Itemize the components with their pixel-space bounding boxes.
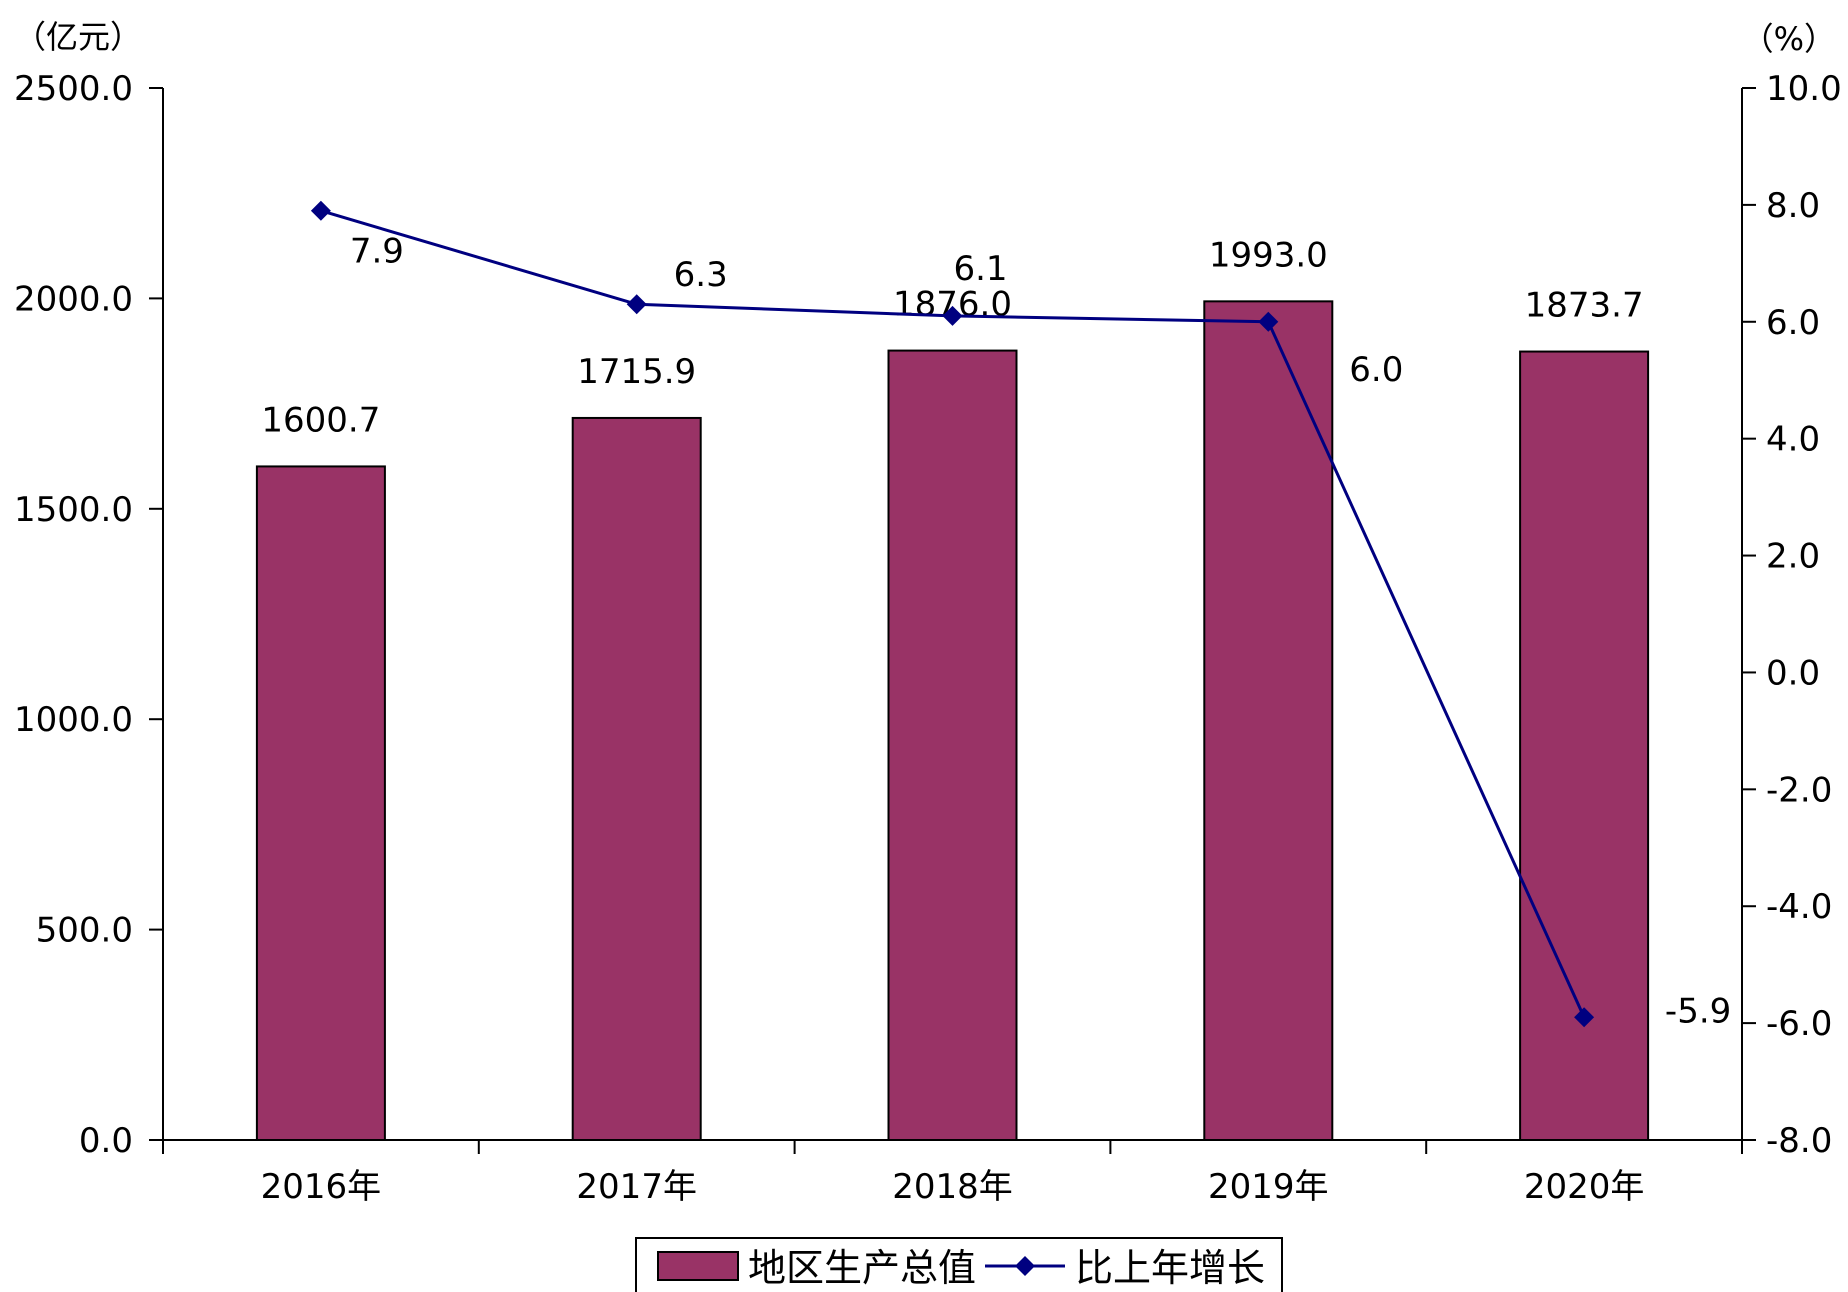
- left-axis-tick-label: 500.0: [36, 911, 133, 951]
- line-data-label: 7.9: [350, 232, 404, 272]
- chart-axes: 0.0 500.0 1000.0 1500.0 2000.0 2500.0 -8.0 -6.0…: [14, 18, 1842, 1207]
- line-data-labels: 7.9 6.3 6.1 6.0 -5.9: [350, 232, 1731, 1032]
- bar-data-label: 1715.9: [577, 352, 696, 392]
- bar: [571, 416, 702, 1141]
- line-marker: [942, 305, 963, 326]
- line-data-label: 6.1: [953, 249, 1007, 289]
- line-marker: [310, 200, 331, 221]
- left-axis-tick-label: 0.0: [79, 1121, 133, 1161]
- right-axis-unit-label: （%）: [1742, 20, 1836, 58]
- legend: 地区生产总值 比上年增长: [635, 1237, 1283, 1292]
- bar: [1203, 300, 1334, 1142]
- legend-label-bar: 地区生产总值: [748, 1246, 976, 1290]
- left-axis-tick-label: 2000.0: [14, 279, 133, 319]
- x-axis-tick-label: 2017年: [576, 1167, 697, 1207]
- line-marker: [1574, 1007, 1595, 1028]
- line-data-label: 6.0: [1349, 350, 1403, 390]
- right-axis-tick-label: 2.0: [1766, 537, 1820, 577]
- right-axis-tick-label: 6.0: [1766, 303, 1820, 343]
- x-axis-tick-label: 2020年: [1524, 1167, 1645, 1207]
- x-axis-tick-label: 2018年: [892, 1167, 1013, 1207]
- right-axis-tick-label: 10.0: [1766, 69, 1842, 109]
- legend-swatch-bar: [657, 1251, 739, 1281]
- right-axis-tick-label: -6.0: [1766, 1004, 1832, 1044]
- right-axis-tick-label: 8.0: [1766, 186, 1820, 226]
- right-axis-tick-label: 0.0: [1766, 653, 1820, 693]
- bar-data-label: 1873.7: [1525, 286, 1644, 326]
- left-axis-tick-label: 1500.0: [14, 490, 133, 530]
- x-axis-tick-label: 2016年: [261, 1167, 382, 1207]
- bar: [255, 465, 386, 1142]
- line-marker: [626, 294, 647, 315]
- bar-data-label: 1993.0: [1209, 235, 1328, 275]
- line-series: [310, 200, 1595, 1028]
- bar: [887, 349, 1018, 1141]
- line-data-label: -5.9: [1665, 991, 1731, 1031]
- legend-box: [635, 1237, 1283, 1292]
- bar-series: [255, 300, 1650, 1142]
- right-axis-tick-label: -2.0: [1766, 770, 1832, 810]
- line-marker: [1258, 311, 1279, 332]
- line-data-label: 6.3: [674, 255, 728, 295]
- left-axis-tick-label: 1000.0: [14, 700, 133, 740]
- x-axis-tick-label: 2019年: [1208, 1167, 1329, 1207]
- left-axis-unit-label: （亿元）: [14, 18, 142, 56]
- legend-label-line: 比上年增长: [1075, 1246, 1265, 1290]
- left-axis-tick-label: 2500.0: [14, 69, 133, 109]
- legend-swatch-marker: [1015, 1256, 1035, 1276]
- right-axis-tick-label: 4.0: [1766, 420, 1820, 460]
- bar-data-label: 1600.7: [261, 400, 380, 440]
- right-axis-tick-label: -8.0: [1766, 1121, 1832, 1161]
- right-axis-tick-label: -4.0: [1766, 887, 1832, 927]
